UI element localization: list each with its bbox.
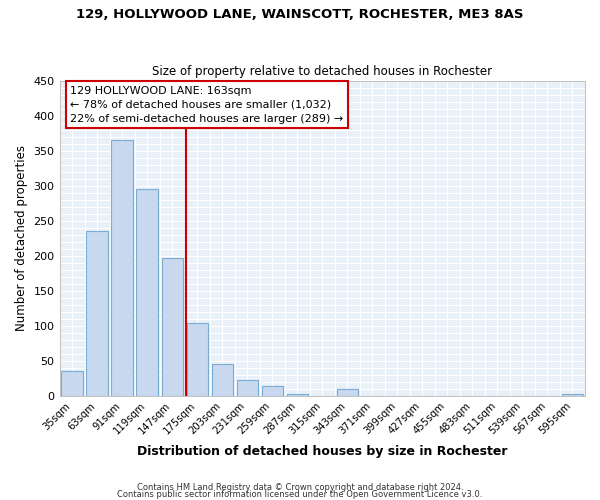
Text: 129, HOLLYWOOD LANE, WAINSCOTT, ROCHESTER, ME3 8AS: 129, HOLLYWOOD LANE, WAINSCOTT, ROCHESTE… [76,8,524,20]
Bar [187,323,208,396]
Bar [212,364,233,396]
Text: Contains public sector information licensed under the Open Government Licence v3: Contains public sector information licen… [118,490,482,499]
Bar [562,394,583,396]
Text: 129 HOLLYWOOD LANE: 163sqm
← 78% of detached houses are smaller (1,032)
22% of s: 129 HOLLYWOOD LANE: 163sqm ← 78% of deta… [70,86,343,124]
Bar [112,140,133,396]
Bar [86,232,108,396]
Title: Size of property relative to detached houses in Rochester: Size of property relative to detached ho… [152,66,493,78]
Y-axis label: Number of detached properties: Number of detached properties [15,146,28,332]
Bar [262,386,283,396]
Bar [61,371,83,396]
Bar [161,258,183,396]
Bar [337,390,358,396]
Bar [136,190,158,396]
X-axis label: Distribution of detached houses by size in Rochester: Distribution of detached houses by size … [137,444,508,458]
Bar [287,394,308,396]
Text: Contains HM Land Registry data © Crown copyright and database right 2024.: Contains HM Land Registry data © Crown c… [137,484,463,492]
Bar [236,380,258,396]
